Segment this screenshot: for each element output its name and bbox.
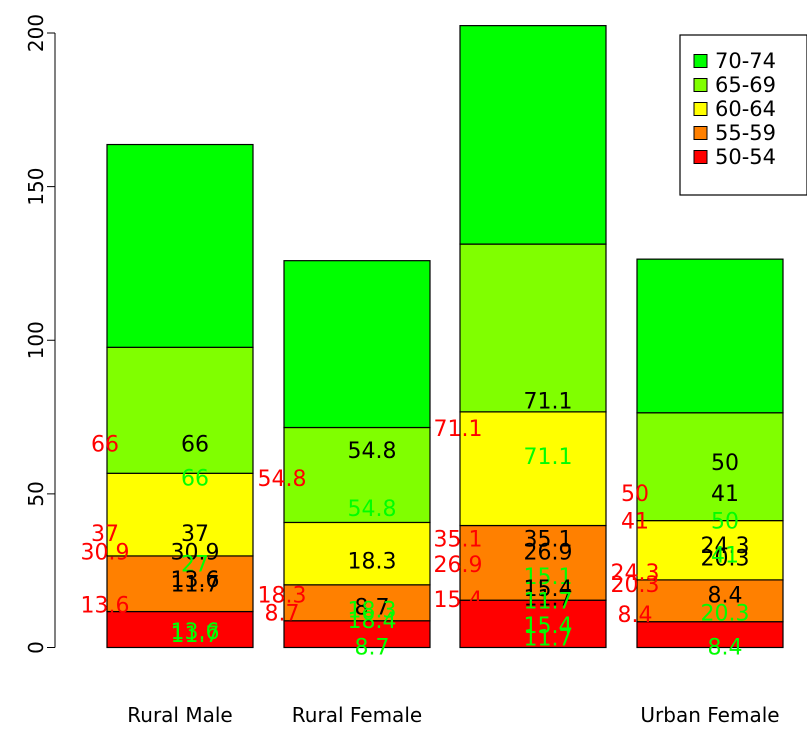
legend-label: 55-59 <box>715 121 776 145</box>
data-label: 54.8 <box>348 497 397 522</box>
data-label: 50 <box>711 510 739 535</box>
data-label: 30.9 <box>171 541 220 566</box>
data-label: 54.8 <box>258 467 307 492</box>
data-label: 26.9 <box>434 553 483 578</box>
x-axis-labels: Rural Male Rural Female Urban Female <box>127 703 779 727</box>
bar-segment <box>459 243 607 413</box>
data-label: 27 <box>181 553 209 578</box>
bar-segment <box>106 346 254 474</box>
data-label: 15.4 <box>524 577 573 602</box>
data-label: 8.7 <box>265 602 300 627</box>
legend-label: 60-64 <box>715 97 776 121</box>
bar-segment <box>636 579 784 623</box>
data-label: 18.3 <box>348 549 397 574</box>
data-label: 50 <box>621 482 649 507</box>
legend-label: 70-74 <box>715 49 776 73</box>
bar-segment <box>636 258 784 414</box>
data-label: 24.3 <box>611 561 660 586</box>
bar-segment <box>459 599 607 649</box>
data-label: 66 <box>181 467 209 492</box>
legend-label: 65-69 <box>715 73 776 97</box>
data-label: 18.3 <box>258 583 307 608</box>
y-tick-label: 50 <box>24 481 48 506</box>
bar-segment <box>636 621 784 649</box>
legend-label: 50-54 <box>715 145 776 169</box>
bar-segment <box>106 472 254 557</box>
data-label: 8.4 <box>708 636 743 661</box>
bar-segment <box>459 411 607 527</box>
data-label: 20.3 <box>701 602 750 627</box>
data-label: 8.4 <box>708 583 743 608</box>
data-label: 20.3 <box>611 573 660 598</box>
data-label: 18.3 <box>348 599 397 624</box>
data-label: 54.8 <box>348 439 397 464</box>
data-label: 66 <box>91 433 119 458</box>
data-label: 66 <box>181 433 209 458</box>
data-label: 24.3 <box>701 534 750 559</box>
data-label: 26.9 <box>524 540 573 565</box>
bars <box>106 25 784 649</box>
legend-swatch <box>693 150 708 164</box>
bar-segment <box>106 143 254 348</box>
data-label: 15.4 <box>524 614 573 639</box>
y-tick-label: 150 <box>24 168 48 206</box>
bar-segment <box>459 25 607 245</box>
data-label: 35.1 <box>524 528 573 553</box>
data-label: 37 <box>181 522 209 547</box>
y-axis: 0 50 100 150 200 <box>24 14 56 654</box>
data-label: 41 <box>711 543 739 568</box>
data-label: 15.1 <box>524 565 573 590</box>
data-label: 8.4 <box>618 603 653 628</box>
bar-segment <box>283 426 431 524</box>
data-label: 71.1 <box>524 445 573 470</box>
legend-swatch <box>693 78 708 92</box>
legend-swatch <box>693 126 708 140</box>
data-label: 11.7 <box>171 623 220 648</box>
data-label: 11.7 <box>524 589 573 614</box>
data-label: 8.7 <box>355 596 390 621</box>
y-tick-label: 100 <box>24 321 48 359</box>
data-label: 18.4 <box>348 609 397 634</box>
y-tick-label: 0 <box>24 641 48 654</box>
data-label: 30.9 <box>81 541 130 566</box>
bar-segment <box>283 521 431 586</box>
x-tick-label: Urban Female <box>640 703 779 727</box>
y-tick-label: 200 <box>24 14 48 52</box>
data-label: 8.7 <box>355 636 390 661</box>
data-label: 11.7 <box>524 586 573 611</box>
data-label: 20.3 <box>701 546 750 571</box>
data-label: 15.4 <box>434 588 483 613</box>
data-label: 13.6 <box>171 620 220 645</box>
bar-segment <box>636 412 784 522</box>
data-label: 35.1 <box>434 528 483 553</box>
x-tick-label: Rural Male <box>127 703 232 727</box>
data-label: 11.7 <box>524 626 573 651</box>
data-label: 13.6 <box>81 594 130 619</box>
data-label: 11.7 <box>171 573 220 598</box>
x-tick-label: Rural Female <box>292 703 422 727</box>
bar-segment <box>283 584 431 622</box>
data-label: 71.1 <box>434 417 483 442</box>
legend-swatch <box>693 102 708 116</box>
legend-swatch <box>693 54 708 68</box>
bar-segment <box>459 524 607 601</box>
data-label: 37 <box>91 522 119 547</box>
bar-segment <box>106 555 254 613</box>
data-label: 71.1 <box>524 390 573 415</box>
bar-segment <box>106 610 254 649</box>
bar-segment <box>283 620 431 649</box>
bar-segment <box>283 260 431 429</box>
data-label: 13.6 <box>171 568 220 593</box>
data-label: 50 <box>711 451 739 476</box>
data-label: 41 <box>621 510 649 535</box>
data-label: 41 <box>711 482 739 507</box>
